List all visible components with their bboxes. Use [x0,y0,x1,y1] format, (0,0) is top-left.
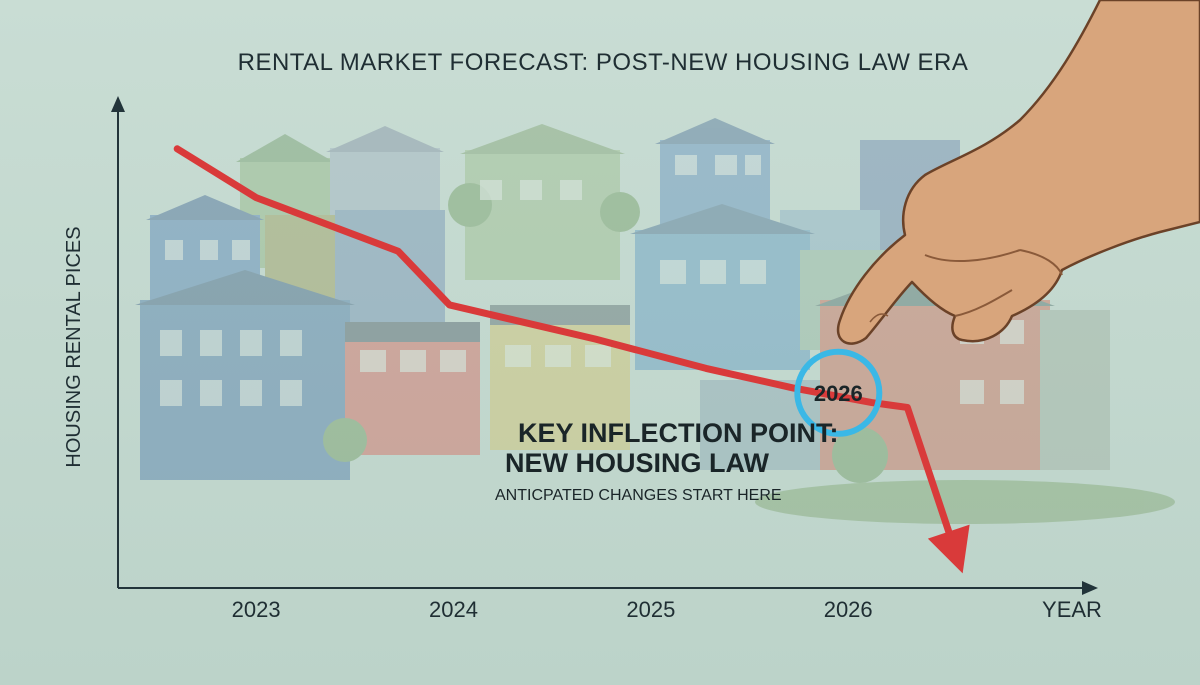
y-axis-arrowhead [111,96,125,112]
series-arrowhead [927,524,970,574]
annotation-headline: KEY INFLECTION POINT: [518,418,839,448]
x-tick-label: 2026 [824,597,873,622]
x-tick-label: 2025 [626,597,675,622]
x-tick-label: 2023 [232,597,281,622]
rental-price-series [173,145,970,574]
x-axis-arrowhead [1082,581,1098,595]
highlight-circle [794,348,883,437]
annotation-headline-law: NEW HOUSING LAW [505,448,770,478]
y-axis-label: HOUSING RENTAL PICES [63,226,85,467]
x-axis-label: YEAR [1042,597,1102,622]
axes [111,96,1098,595]
highlight-label: 2026 [814,381,863,406]
x-tick-label: 2024 [429,597,478,622]
houses-illustration [135,118,1175,524]
chart-title: RENTAL MARKET FORECAST: POST-NEW HOUSING… [238,49,969,76]
annotation-subtext: ANTICPATED CHANGES START HERE [495,487,782,504]
pointing-hand-icon [836,0,1200,345]
highlight-marker: 2026 [794,348,883,437]
series-line [173,145,953,536]
x-tick-labels: 2023 2024 2025 2026 [232,597,873,622]
